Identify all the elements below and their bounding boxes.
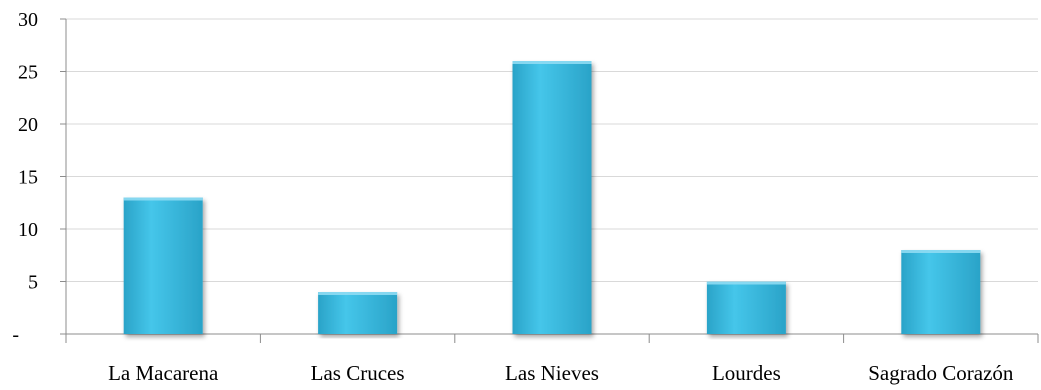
bar-top-highlight: [124, 198, 203, 201]
x-tick-label: Las Nieves: [505, 361, 599, 385]
bar-sagrado-corazón: [901, 250, 980, 334]
bar-top-highlight: [513, 61, 592, 64]
y-tick-label: 5: [28, 272, 38, 294]
x-tick-label: Las Cruces: [311, 361, 405, 385]
bar-la-macarena: [124, 198, 203, 335]
bar-lourdes: [707, 282, 786, 335]
bar: [513, 61, 592, 334]
y-tick-label: 30: [18, 9, 38, 31]
bar: [124, 198, 203, 335]
y-tick-label: 20: [18, 114, 38, 136]
x-tick-label: La Macarena: [108, 361, 219, 385]
bar: [901, 250, 980, 334]
x-tick-label: Lourdes: [712, 361, 781, 385]
bar: [707, 282, 786, 335]
y-tick-label: 25: [18, 62, 38, 84]
bar: [318, 292, 397, 334]
bar-las-nieves: [513, 61, 592, 334]
bar-top-highlight: [318, 292, 397, 295]
y-tick-label: 10: [18, 219, 38, 241]
y-tick-label: 15: [18, 167, 38, 189]
bar-las-cruces: [318, 292, 397, 334]
bar-top-highlight: [707, 282, 786, 285]
y-tick-label: -: [12, 324, 19, 346]
bar-top-highlight: [901, 250, 980, 253]
bars: [124, 61, 981, 334]
x-tick-label: Sagrado Corazón: [868, 361, 1014, 385]
